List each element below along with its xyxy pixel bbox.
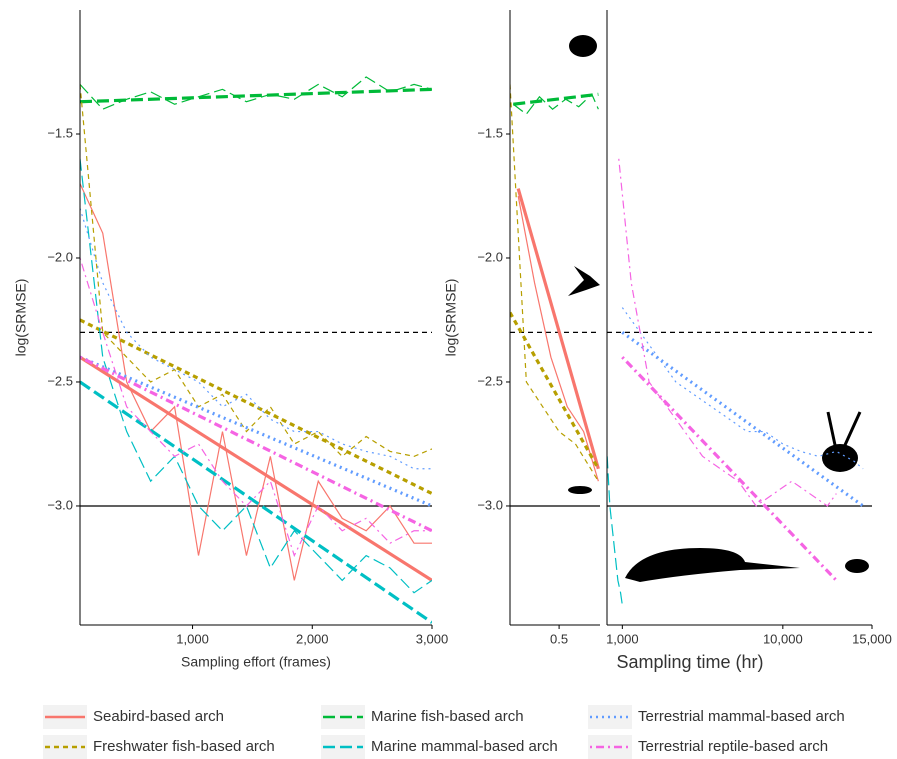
noisy-line [618, 158, 837, 507]
trend-line [621, 356, 838, 582]
plot-area [80, 76, 432, 624]
trend-line [80, 87, 432, 104]
trend-line [513, 92, 599, 106]
trend-line [510, 311, 600, 470]
y-tick-label: −2.5 [477, 373, 503, 388]
trend-line [80, 355, 432, 533]
x-tick-label: 0.5 [550, 631, 568, 646]
bird-icon [568, 266, 600, 296]
trend-line [80, 355, 432, 582]
trend-line [80, 355, 432, 508]
y-tick-label: −1.5 [477, 125, 503, 140]
antlers [826, 411, 862, 446]
x-axis-title: Sampling time (hr) [616, 652, 763, 672]
plot-area [607, 158, 872, 606]
trend-line [80, 318, 432, 496]
plot-area [510, 84, 600, 507]
turtle-icon [845, 559, 869, 573]
y-tick-label: −3.0 [47, 497, 73, 512]
x-tick-label: 3,000 [416, 631, 449, 646]
legend-label: Seabird-based arch [93, 708, 224, 725]
deer-icon [822, 444, 858, 472]
trend-line [516, 188, 600, 470]
silhouettes [568, 35, 869, 582]
x-tick-label: 15,000 [852, 631, 892, 646]
noisy-line [80, 158, 432, 594]
legend-label: Terrestrial mammal-based arch [638, 708, 845, 725]
small-fish-icon [568, 486, 592, 494]
y-tick-label: −3.0 [477, 497, 503, 512]
trend-line [80, 380, 432, 624]
y-tick-label: −2.5 [47, 373, 73, 388]
legend-label: Marine fish-based arch [371, 708, 524, 725]
legend-label: Marine mammal-based arch [371, 738, 558, 755]
noisy-line [621, 307, 864, 470]
noisy-line [80, 84, 432, 458]
noisy-line [80, 208, 432, 470]
y-tick-label: −1.5 [47, 125, 73, 140]
x-tick-label: 1,000 [606, 631, 639, 646]
y-tick-label: −2.0 [477, 249, 503, 264]
x-tick-label: 2,000 [296, 631, 329, 646]
legend-label: Terrestrial reptile-based arch [638, 738, 828, 755]
noisy-line [607, 456, 623, 606]
y-tick-label: −2.0 [47, 249, 73, 264]
noisy-line [80, 183, 432, 581]
noisy-line [517, 195, 599, 482]
fish-icon [569, 35, 597, 57]
trend-line [621, 331, 865, 508]
noisy-line [80, 76, 432, 110]
x-tick-label: 10,000 [763, 631, 803, 646]
noisy-line [510, 84, 599, 482]
y-axis-title: log(SRMSE) [13, 279, 29, 357]
x-tick-label: 1,000 [176, 631, 209, 646]
narwhal-icon [625, 548, 800, 582]
y-axis-title: log(SRMSE) [443, 279, 459, 357]
legend-label: Freshwater fish-based arch [93, 738, 275, 755]
noisy-line [80, 257, 432, 558]
x-axis-title: Sampling effort (frames) [181, 654, 331, 670]
